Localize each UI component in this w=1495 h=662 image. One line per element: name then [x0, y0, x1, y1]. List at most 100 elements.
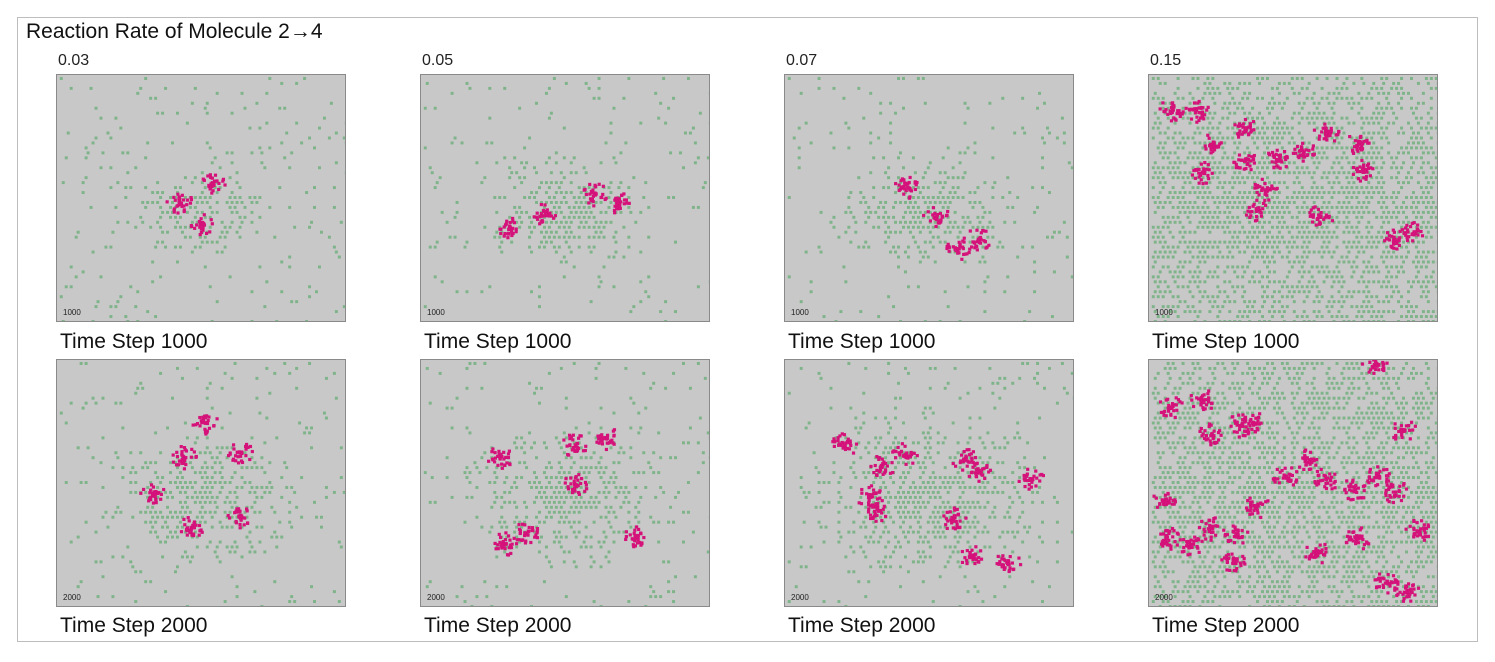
green-cell	[564, 240, 568, 244]
cluster-cell	[177, 199, 181, 203]
green-cell	[809, 141, 813, 145]
green-cell	[1409, 126, 1413, 130]
green-cell	[569, 220, 573, 224]
green-cell	[1365, 205, 1369, 209]
green-cell	[171, 396, 174, 400]
green-cell	[149, 461, 153, 465]
cluster-cell	[1234, 162, 1238, 166]
green-cell	[1023, 320, 1027, 321]
green-cell	[1153, 111, 1157, 115]
green-cell	[1370, 315, 1374, 319]
green-cell	[215, 200, 219, 204]
green-cell	[225, 456, 229, 460]
cluster-cell	[202, 213, 206, 217]
green-cell	[450, 406, 454, 410]
cluster-cell	[1161, 101, 1165, 105]
green-cell	[141, 466, 145, 470]
green-cell	[554, 476, 558, 480]
green-cell	[1337, 280, 1341, 284]
green-cell	[693, 575, 697, 579]
green-cell	[1307, 111, 1311, 115]
green-cell	[1424, 196, 1428, 199]
green-cell	[139, 381, 143, 385]
green-cell	[602, 471, 606, 475]
cluster-cell	[505, 219, 509, 223]
green-cell	[1251, 136, 1255, 140]
cluster-cell	[1169, 119, 1174, 123]
green-cell	[897, 265, 901, 269]
green-cell	[1357, 101, 1361, 105]
green-cell	[483, 361, 487, 365]
green-cell	[1307, 290, 1311, 294]
green-cell	[465, 466, 469, 470]
cluster-cell	[1197, 167, 1201, 172]
green-cell	[584, 545, 588, 549]
green-cell	[1231, 96, 1235, 100]
green-cell	[892, 245, 896, 249]
cluster-cell	[236, 461, 241, 465]
green-cell	[1434, 86, 1437, 90]
green-cell	[1419, 255, 1423, 259]
green-cell	[1295, 205, 1299, 209]
green-cell	[1267, 240, 1271, 244]
green-cell	[672, 520, 676, 524]
green-cell	[503, 490, 507, 494]
cluster-cell	[1203, 169, 1207, 173]
cluster-cell	[1248, 126, 1252, 130]
green-cell	[1181, 106, 1185, 110]
green-cell	[1006, 275, 1010, 279]
green-cell	[1382, 260, 1386, 264]
green-cell	[1236, 146, 1240, 150]
cluster-cell	[1236, 135, 1241, 139]
green-cell	[273, 530, 277, 534]
green-cell	[258, 146, 262, 150]
green-cell	[1263, 171, 1266, 175]
green-cell	[1307, 230, 1311, 234]
green-cell	[1253, 270, 1257, 274]
cluster-cell	[583, 448, 587, 453]
green-cell	[906, 205, 910, 209]
green-cell	[89, 205, 93, 209]
green-cell	[510, 240, 514, 244]
green-cell	[109, 315, 113, 319]
green-cell	[1380, 176, 1384, 180]
green-cell	[1409, 76, 1413, 80]
green-cell	[485, 595, 489, 599]
green-cell	[1233, 270, 1237, 274]
green-cell	[1350, 305, 1354, 309]
green-cell	[81, 270, 85, 274]
green-cell	[1203, 141, 1207, 145]
cluster-cell	[508, 462, 512, 466]
green-cell	[539, 240, 543, 244]
cluster-cell	[1263, 198, 1267, 202]
green-cell	[1385, 245, 1389, 249]
cluster-cell	[147, 499, 151, 503]
green-cell	[1265, 76, 1269, 80]
green-cell	[230, 191, 234, 195]
green-cell	[1261, 166, 1265, 170]
green-cell	[1424, 126, 1428, 130]
green-cell	[1243, 111, 1247, 115]
green-cell	[1307, 121, 1311, 125]
green-cell	[557, 461, 561, 465]
cluster-cell	[185, 203, 189, 207]
green-cell	[1156, 116, 1160, 120]
green-cell	[913, 171, 917, 175]
green-cell	[1429, 186, 1433, 190]
green-cell	[109, 186, 113, 190]
green-cell	[1352, 191, 1356, 195]
green-cell	[1342, 200, 1346, 204]
green-cell	[1307, 171, 1311, 175]
green-cell	[480, 525, 484, 529]
cluster-cell	[1384, 237, 1389, 241]
green-cell	[1434, 156, 1437, 160]
green-cell	[1246, 176, 1250, 180]
panel-stamp: 1000	[427, 308, 445, 317]
green-cell	[1213, 101, 1217, 105]
green-cell	[559, 535, 563, 539]
green-cell	[1277, 121, 1281, 125]
green-cell	[533, 391, 537, 395]
green-cell	[146, 141, 150, 145]
green-cell	[584, 456, 588, 460]
green-cell	[1198, 151, 1202, 155]
